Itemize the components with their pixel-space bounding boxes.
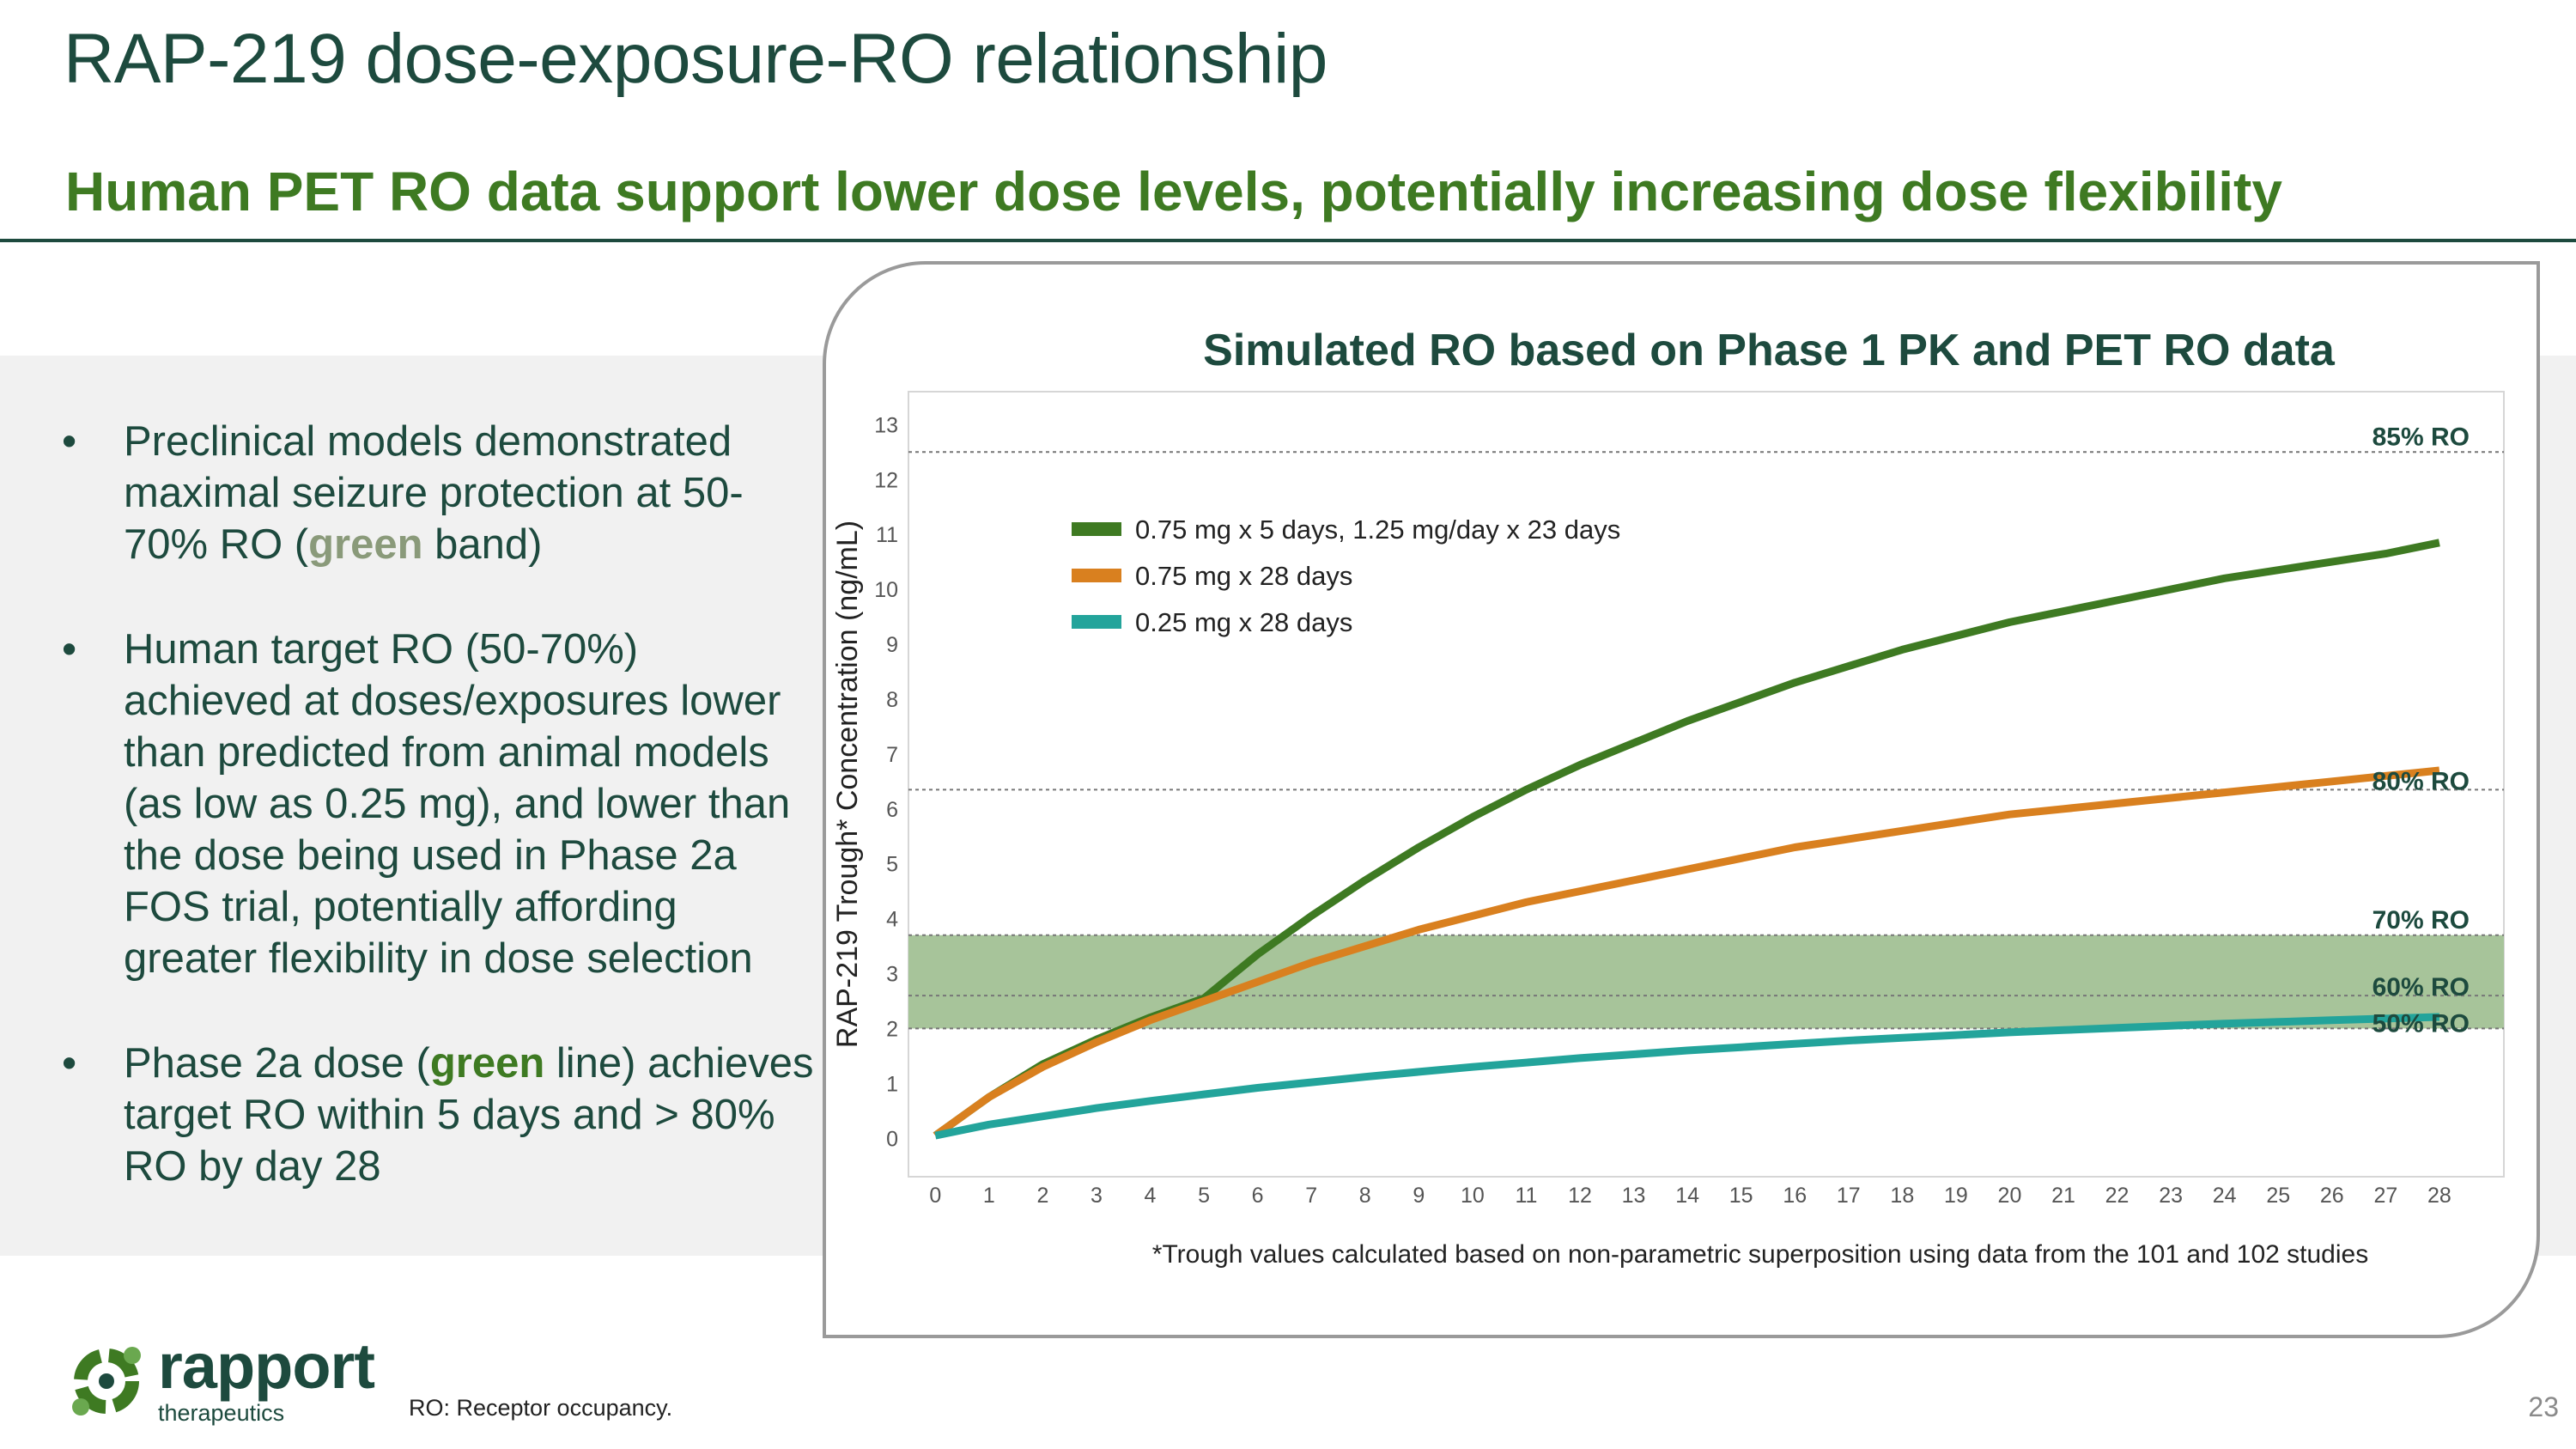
ro-reference-label: 80% RO — [2372, 767, 2470, 795]
x-tick-label: 22 — [2105, 1184, 2129, 1208]
y-axis-label: RAP-219 Trough* Concentration (ng/mL) — [831, 521, 864, 1048]
bullet-item: Human target RO (50-70%) achieved at dos… — [62, 624, 817, 984]
x-tick-label: 28 — [2427, 1184, 2451, 1208]
x-tick-label: 12 — [1568, 1184, 1592, 1208]
x-tick-label: 4 — [1145, 1184, 1157, 1208]
x-tick-label: 15 — [1729, 1184, 1753, 1208]
y-tick-label: 0 — [886, 1127, 898, 1151]
logo-tagline: therapeutics — [158, 1400, 285, 1426]
slide-title: RAP-219 dose-exposure-RO relationship — [64, 20, 1327, 98]
x-tick-label: 14 — [1675, 1184, 1699, 1208]
y-tick-label: 5 — [886, 853, 898, 877]
x-tick-label: 8 — [1359, 1184, 1371, 1208]
x-tick-label: 24 — [2213, 1184, 2237, 1208]
ro-reference-label: 50% RO — [2372, 1009, 2470, 1038]
bullet-item: Phase 2a dose (green line) achieves targ… — [62, 1038, 817, 1192]
footer-note: RO: Receptor occupancy. — [409, 1395, 673, 1421]
x-tick-label: 3 — [1091, 1184, 1103, 1208]
x-tick-label: 19 — [1944, 1184, 1968, 1208]
chart-title: Simulated RO based on Phase 1 PK and PET… — [1203, 326, 2335, 375]
x-tick-label: 26 — [2320, 1184, 2344, 1208]
x-tick-label: 25 — [2266, 1184, 2290, 1208]
series-line — [934, 1013, 2440, 1140]
y-tick-label: 11 — [876, 523, 898, 547]
x-tick-label: 10 — [1461, 1184, 1485, 1208]
ro-reference-label: 60% RO — [2372, 973, 2470, 1002]
y-tick-label: 13 — [874, 413, 898, 437]
x-tick-label: 18 — [1890, 1184, 1914, 1208]
ro-reference-label: 70% RO — [2372, 906, 2470, 935]
y-tick-label: 6 — [886, 798, 898, 822]
x-tick-label: 0 — [929, 1184, 941, 1208]
x-tick-label: 6 — [1252, 1184, 1264, 1208]
plot-area — [908, 391, 2505, 1178]
page-number: 23 — [2528, 1391, 2559, 1422]
title-divider — [0, 239, 2576, 242]
legend-label: 0.75 mg x 5 days, 1.25 mg/day x 23 days — [1135, 514, 1620, 545]
series-line — [933, 766, 2440, 1139]
y-tick-label: 3 — [886, 963, 898, 987]
bullet-item: Preclinical models demonstrated maximal … — [62, 416, 817, 570]
logo-wordmark: rapport — [158, 1330, 375, 1402]
x-tick-label: 17 — [1837, 1184, 1861, 1208]
x-tick-label: 20 — [1998, 1184, 2022, 1208]
y-tick-label: 8 — [886, 688, 898, 712]
x-tick-label: 16 — [1783, 1184, 1807, 1208]
x-tick-label: 1 — [983, 1184, 995, 1208]
y-tick-label: 9 — [886, 633, 898, 657]
highlight-green-word: green — [308, 521, 423, 568]
ro-reference-label: 85% RO — [2372, 423, 2470, 451]
y-tick-label: 1 — [886, 1072, 898, 1096]
x-tick-label: 11 — [1515, 1184, 1537, 1208]
x-tick-label: 5 — [1198, 1184, 1210, 1208]
x-tick-label: 21 — [2051, 1184, 2075, 1208]
bullet-list: Preclinical models demonstrated maximal … — [62, 416, 817, 1245]
x-tick-label: 23 — [2159, 1184, 2183, 1208]
legend-label: 0.75 mg x 28 days — [1135, 561, 1352, 591]
y-tick-label: 12 — [874, 468, 898, 492]
highlight-green-word: green — [429, 1040, 545, 1087]
y-tick-label: 7 — [886, 743, 898, 767]
legend-label: 0.25 mg x 28 days — [1135, 607, 1352, 637]
slide-subtitle: Human PET RO data support lower dose lev… — [65, 161, 2282, 222]
rapport-logo-icon — [72, 1347, 141, 1416]
chart-footnote: *Trough values calculated based on non-p… — [1151, 1240, 2369, 1269]
rapport-logo: rapport therapeutics — [64, 1330, 390, 1431]
y-tick-label: 10 — [874, 578, 898, 602]
y-tick-label: 2 — [886, 1017, 898, 1041]
x-tick-label: 27 — [2373, 1184, 2397, 1208]
x-tick-label: 9 — [1413, 1184, 1425, 1208]
x-tick-label: 7 — [1305, 1184, 1317, 1208]
x-tick-label: 2 — [1036, 1184, 1048, 1208]
y-tick-label: 4 — [886, 908, 898, 932]
x-tick-label: 13 — [1622, 1184, 1646, 1208]
